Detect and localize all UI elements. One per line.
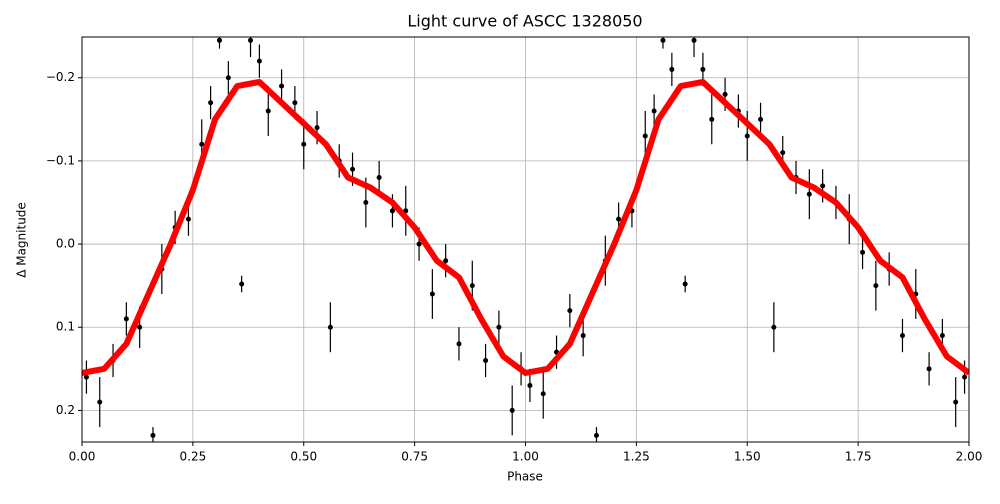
data-point: [820, 183, 826, 189]
y-tick-label: 0.1: [56, 320, 75, 334]
data-point: [416, 241, 422, 247]
x-tick-label: 1.00: [512, 450, 539, 464]
y-tick-label: 0.0: [56, 237, 75, 251]
y-tick-label: 0.2: [56, 403, 75, 417]
x-tick-label: 0.50: [290, 450, 317, 464]
data-point: [150, 432, 156, 438]
data-point: [642, 133, 648, 139]
data-point: [651, 108, 657, 114]
data-point: [429, 291, 435, 297]
data-point: [443, 258, 449, 264]
data-point: [496, 324, 502, 330]
data-point: [722, 91, 728, 97]
data-point: [509, 407, 515, 413]
data-point: [185, 216, 191, 222]
x-axis-label: Phase: [507, 470, 543, 484]
data-point: [926, 366, 932, 372]
data-point: [939, 333, 945, 339]
data-point: [744, 133, 750, 139]
data-point: [301, 141, 307, 147]
data-point: [899, 333, 905, 339]
data-point: [265, 108, 271, 114]
x-tick-label: 0.25: [180, 450, 207, 464]
y-tick-label: −0.1: [46, 153, 75, 167]
x-tick-label: 1.25: [623, 450, 650, 464]
data-point: [527, 382, 533, 388]
data-point: [953, 399, 959, 405]
data-point: [616, 216, 622, 222]
data-point: [83, 374, 89, 380]
data-point: [593, 432, 599, 438]
data-point: [660, 37, 666, 43]
data-point: [709, 116, 715, 122]
data-point: [567, 308, 573, 314]
data-point: [682, 281, 688, 287]
x-tick-label: 1.75: [845, 450, 872, 464]
x-tick-label: 2.00: [956, 450, 983, 464]
data-point: [199, 141, 205, 147]
data-point: [469, 283, 475, 289]
data-point: [350, 166, 356, 172]
data-point: [580, 333, 586, 339]
data-point: [669, 66, 675, 72]
data-point: [225, 75, 231, 81]
data-point: [806, 191, 812, 197]
y-tick-label: −0.2: [46, 70, 75, 84]
data-point: [700, 66, 706, 72]
data-point: [456, 341, 462, 347]
data-point: [327, 324, 333, 330]
data-point: [239, 281, 245, 287]
data-point: [771, 324, 777, 330]
x-tick-label: 0.75: [401, 450, 428, 464]
fit-curve: [82, 78, 969, 376]
x-tick-label: 0.00: [69, 450, 96, 464]
data-point: [376, 175, 382, 181]
data-point: [962, 374, 968, 380]
data-point: [248, 37, 254, 43]
data-point: [758, 116, 764, 122]
data-point: [292, 100, 298, 106]
data-point: [208, 100, 214, 106]
data-point: [860, 249, 866, 255]
data-point: [216, 37, 222, 43]
data-point: [691, 37, 697, 43]
plot-frame: [81, 36, 970, 443]
data-point: [123, 316, 129, 322]
data-point: [137, 324, 143, 330]
data-point: [483, 358, 489, 364]
data-point: [256, 58, 262, 64]
data-point: [540, 391, 546, 397]
x-tick-label: 1.50: [734, 450, 761, 464]
data-point: [314, 125, 320, 131]
data-point: [389, 208, 395, 214]
chart-title: Light curve of ASCC 1328050: [407, 12, 642, 31]
data-point: [780, 150, 786, 156]
data-point: [873, 283, 879, 289]
data-point: [363, 199, 369, 205]
y-axis-label: Δ Magnitude: [15, 202, 29, 278]
data-point: [279, 83, 285, 89]
data-point: [97, 399, 103, 405]
